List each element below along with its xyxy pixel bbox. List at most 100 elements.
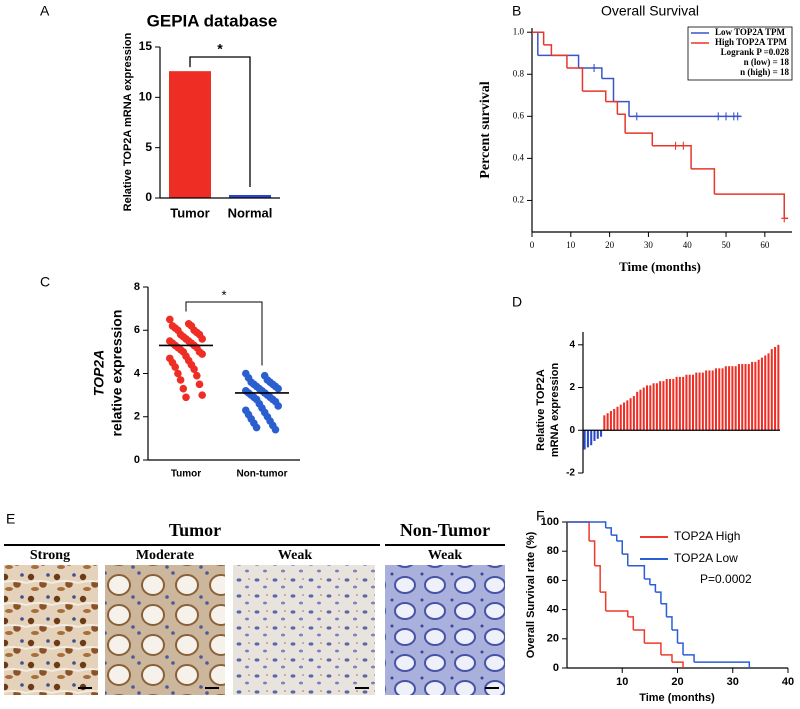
legend-label: High TOP2A TPM [715, 37, 788, 47]
data-point [274, 384, 283, 393]
data-point [274, 402, 283, 410]
bar [586, 430, 589, 448]
bar [665, 379, 668, 431]
bar [649, 385, 652, 431]
survival-step [611, 534, 618, 541]
significance-label: * [217, 41, 223, 57]
survival-step [644, 578, 651, 585]
bar [764, 355, 767, 431]
panel-letter: F [536, 508, 545, 524]
survival-step [691, 168, 716, 195]
data-point [198, 335, 206, 343]
survival-step [622, 553, 629, 566]
x-tick-label: 10 [616, 676, 628, 688]
bar [229, 194, 271, 198]
y-tick-label: 15 [139, 39, 153, 53]
y-axis-label: Relative TOP2A [535, 369, 547, 451]
y-axis-label: Percent survival [478, 81, 493, 178]
survival-step [617, 113, 626, 134]
x-tick-label: 20 [671, 676, 683, 688]
panel-letter: E [6, 511, 15, 527]
y-tick-label: 0 [553, 662, 559, 674]
image-label: Moderate [136, 548, 194, 563]
bar [737, 364, 740, 431]
y-tick-label: -2 [566, 468, 575, 479]
survival-step [649, 584, 657, 593]
chart-title: Overall Survival [601, 3, 699, 19]
survival-step [677, 642, 684, 655]
bar [593, 430, 596, 441]
bar [774, 346, 777, 431]
survival-step [601, 77, 615, 102]
survival-step [589, 540, 596, 566]
bar [701, 372, 704, 431]
y-tick-label: 2 [569, 382, 575, 393]
data-point [174, 369, 182, 378]
bar [724, 366, 727, 431]
y-tick-label: 0.8 [513, 68, 525, 78]
y-tick-label: 20 [547, 633, 559, 645]
x-tick-label: Tumor [170, 205, 209, 220]
survival-step [532, 31, 539, 56]
y-tick-label: 4 [569, 339, 575, 350]
bar [169, 71, 211, 198]
data-point [176, 376, 185, 384]
group-label: Tumor [169, 520, 221, 540]
censor-mark [781, 214, 788, 223]
y-tick-label: 60 [547, 574, 559, 586]
ihc-image [4, 565, 98, 695]
x-tick-label: 20 [605, 240, 615, 250]
y-axis-label: mRNA expression [549, 363, 561, 458]
survival-step [666, 616, 673, 631]
chart-title: GEPIA database [147, 11, 278, 30]
data-point [179, 384, 188, 393]
y-tick-label: 10 [139, 90, 153, 104]
censor-mark [591, 63, 598, 72]
x-tick-label: 50 [722, 240, 732, 250]
bar [751, 361, 754, 431]
y-tick-label: 40 [547, 604, 559, 616]
y-axis-label: Overall Survival rate (%) [525, 531, 537, 658]
survival-step [652, 145, 692, 169]
bar [662, 381, 665, 431]
data-point [190, 365, 198, 373]
bar [603, 415, 606, 431]
survival-step [605, 527, 612, 536]
survival-step [671, 629, 679, 644]
legend-label: Low TOP2A TPM [715, 27, 786, 37]
x-tick-label: 30 [727, 676, 739, 688]
survival-step [660, 603, 668, 617]
x-tick-label: Tumor [171, 469, 201, 480]
bar [754, 361, 757, 431]
bar [695, 372, 698, 431]
survival-step [582, 90, 607, 102]
image-label: Strong [30, 548, 70, 563]
data-point [252, 423, 261, 432]
bar [600, 430, 603, 437]
bar [596, 430, 599, 439]
survival-step [551, 54, 568, 68]
bar [714, 368, 717, 431]
y-tick-label: 5 [145, 140, 152, 154]
survival-step [714, 193, 785, 219]
survival-step [605, 100, 619, 115]
censor-mark [680, 141, 687, 150]
survival-step [627, 565, 646, 579]
bar [685, 374, 688, 431]
bar [619, 404, 622, 431]
bar [777, 344, 780, 431]
significance-bracket [185, 301, 263, 366]
y-tick-label: 1.0 [513, 26, 525, 36]
bar [698, 372, 701, 431]
bar [757, 359, 760, 431]
bar [609, 411, 612, 431]
data-point [271, 425, 280, 434]
bar [623, 402, 626, 431]
bar [718, 368, 721, 431]
legend-note: n (high) = 18 [740, 67, 789, 77]
y-tick-label: 0.4 [513, 152, 525, 162]
survival-step [694, 661, 751, 668]
p-value: P=0.0002 [700, 572, 752, 586]
bar [659, 381, 662, 431]
bar [705, 370, 708, 431]
